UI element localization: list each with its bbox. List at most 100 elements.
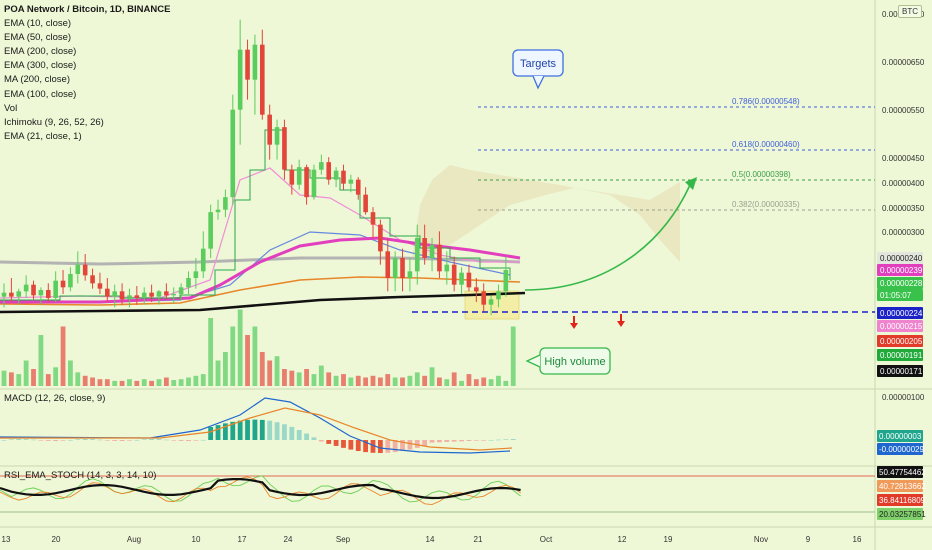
indicator-legend: POA Network / Bitcoin, 1D, BINANCE EMA (…	[4, 3, 170, 144]
volume-bar	[333, 375, 339, 386]
candle-body	[481, 291, 486, 305]
macd-histogram-bar	[348, 440, 354, 450]
indicator-ema50[interactable]: EMA (50, close)	[4, 32, 72, 44]
volume-bar	[481, 377, 487, 386]
indicator-ema10[interactable]: EMA (10, close)	[4, 18, 72, 30]
volume-bar	[363, 377, 369, 386]
candle-body	[23, 284, 29, 292]
volume-bar	[45, 374, 51, 386]
macd-histogram-bar	[134, 439, 140, 441]
macd-label[interactable]: MACD (12, 26, close, 9)	[4, 393, 106, 404]
candle-body	[488, 299, 494, 305]
volume-bar	[259, 352, 265, 386]
candle-body	[105, 288, 110, 297]
candle-body	[429, 244, 435, 258]
indicator-vol[interactable]: Vol	[4, 102, 18, 114]
volume-bar	[282, 369, 287, 386]
candle-body	[296, 167, 302, 185]
volume-bar	[341, 374, 346, 386]
price-tag-bg	[877, 307, 923, 319]
time-axis-label: 16	[853, 535, 862, 544]
time-axis-label: Aug	[127, 535, 141, 544]
candle-body	[341, 170, 346, 184]
down-arrow-head	[570, 323, 578, 329]
macd-histogram-bar	[503, 439, 509, 440]
volume-bar	[23, 360, 29, 386]
price-tag-bg	[877, 365, 923, 377]
price-tag-text: 01:05:07	[880, 291, 912, 300]
volume-bar	[127, 379, 132, 386]
price-axis-tick: 0.00000350	[882, 204, 925, 213]
symbol-title[interactable]: POA Network / Bitcoin, 1D, BINANCE	[4, 4, 171, 15]
volume-bar	[200, 374, 206, 386]
macd-histogram-bar	[274, 422, 280, 440]
candle-body	[451, 264, 457, 285]
indicator-ema21[interactable]: EMA (21, close, 1)	[4, 130, 82, 142]
volume-bar	[473, 379, 479, 386]
volume-bar	[16, 374, 22, 386]
ema200-line	[0, 291, 526, 314]
indicator-ichimoku[interactable]: Ichimoku (9, 26, 52, 26)	[4, 116, 104, 128]
macd-histogram-bar	[296, 430, 302, 440]
macd-histogram-bar	[414, 440, 420, 448]
volume-bar	[90, 377, 95, 386]
macd-histogram-bar	[370, 440, 376, 453]
indicator-ema100[interactable]: EMA (100, close)	[4, 88, 77, 100]
volume-bar	[223, 352, 228, 386]
price-tag-text: 0.00000205	[880, 337, 923, 346]
volume-bar	[134, 380, 140, 386]
candle-body	[355, 179, 361, 195]
volume-bar	[437, 377, 442, 386]
candle-body	[45, 290, 51, 298]
macd-histogram-bar	[31, 439, 36, 441]
volume-bar	[274, 356, 280, 386]
candle-body	[60, 280, 66, 288]
time-axis-label: 9	[806, 535, 811, 544]
macd-histogram-bar	[82, 438, 88, 440]
macd-histogram-bar	[289, 426, 295, 440]
time-axis-label: Oct	[540, 535, 553, 544]
projection-arrow	[524, 184, 691, 291]
macd-histogram-bar	[237, 420, 243, 440]
candle-body	[392, 258, 398, 278]
volume-bar	[318, 365, 324, 386]
macd-histogram-bar	[38, 440, 44, 441]
macd-histogram-bar	[510, 439, 516, 440]
candle-body	[208, 212, 213, 249]
volume-bar	[1, 370, 7, 386]
candle-body	[112, 291, 117, 297]
candle-body	[363, 194, 368, 213]
volume-callout-text: High volume	[544, 356, 605, 368]
macd-histogram-bar	[90, 439, 95, 440]
macd-histogram-bar	[23, 439, 29, 440]
rsi-label[interactable]: RSI_EMA_STOCH (14, 3, 3, 14, 10)	[4, 470, 157, 481]
volume-bar	[267, 360, 273, 386]
indicator-ma200[interactable]: MA (200, close)	[4, 74, 70, 86]
volume-bar	[451, 372, 457, 386]
currency-badge[interactable]: BTC	[898, 5, 922, 18]
macd-histogram-bar	[112, 440, 118, 441]
candle-body	[311, 169, 317, 198]
candle-body	[319, 162, 324, 170]
macd-histogram-bar	[488, 440, 494, 441]
volume-bar	[156, 379, 162, 386]
indicator-ema200[interactable]: EMA (200, close)	[4, 46, 77, 58]
indicator-ema300[interactable]: EMA (300, close)	[4, 60, 77, 72]
candle-body	[378, 224, 383, 252]
candle-body	[127, 295, 132, 300]
volume-bar	[97, 379, 103, 386]
macd-histogram-bar	[481, 440, 487, 441]
fib-level-label: 0.5(0.00000398)	[732, 170, 791, 179]
volume-bar	[414, 372, 420, 386]
macd-histogram-bar	[8, 439, 14, 440]
time-axis-label: Nov	[754, 535, 768, 544]
rsi-tag-bg	[877, 494, 923, 506]
macd-histogram-bar	[385, 440, 391, 453]
macd-histogram-bar	[341, 440, 346, 448]
candle-body	[164, 291, 169, 296]
candle-body	[414, 238, 420, 272]
volume-callout-pointer	[525, 354, 541, 368]
macd-histogram-bar	[230, 421, 236, 440]
fib-level-label: 0.618(0.00000460)	[732, 140, 800, 149]
